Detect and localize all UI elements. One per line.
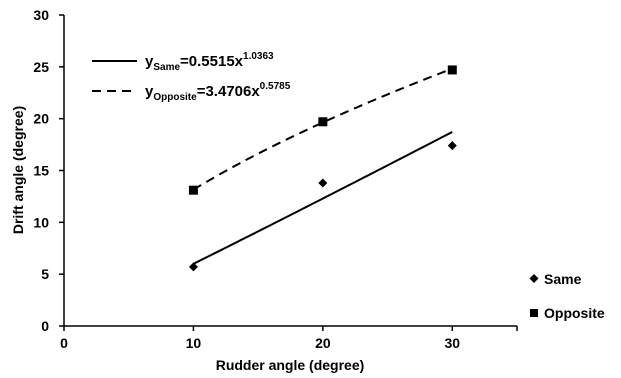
legend-marker-opposite xyxy=(530,309,538,317)
x-tick-label: 10 xyxy=(186,335,202,351)
legend-label-same: Same xyxy=(544,271,582,287)
y-tick-label: 15 xyxy=(33,163,49,179)
equation-same-body: =0.5515x xyxy=(180,53,244,70)
data-points xyxy=(188,65,457,272)
data-point-same xyxy=(447,141,457,151)
legend-marker-same xyxy=(529,274,539,283)
equation-opposite-exponent: 0.5785 xyxy=(260,81,291,92)
y-tick-label: 0 xyxy=(41,318,49,334)
equation-same-prefix: y xyxy=(145,53,154,70)
data-point-opposite xyxy=(318,117,328,127)
equation-same-subscript: Same xyxy=(153,62,180,73)
equation-opposite-prefix: y xyxy=(145,83,154,100)
y-tick-label: 30 xyxy=(33,7,49,23)
x-tick-label: 30 xyxy=(444,335,460,351)
y-tick-label: 20 xyxy=(33,111,49,127)
equation-opposite: yOpposite=3.4706x0.5785 xyxy=(145,81,291,103)
fit-line-opposite xyxy=(192,67,453,191)
y-axis-ticks: 0 5 10 15 20 25 30 xyxy=(33,7,64,334)
data-point-same xyxy=(188,262,198,272)
x-axis-title: Rudder angle (degree) xyxy=(216,357,365,373)
data-point-opposite xyxy=(447,65,457,75)
y-axis-title: Drift angle (degree) xyxy=(10,106,26,234)
legend: Same Opposite xyxy=(529,271,605,321)
equation-opposite-subscript: Opposite xyxy=(153,92,197,103)
y-tick-label: 25 xyxy=(33,59,49,75)
fit-lines xyxy=(192,67,453,265)
y-tick-label: 10 xyxy=(33,214,49,230)
y-tick-label: 5 xyxy=(41,266,49,282)
equation-same-exponent: 1.0363 xyxy=(243,51,274,62)
legend-label-opposite: Opposite xyxy=(544,305,605,321)
equation-opposite-body: =3.4706x xyxy=(197,83,261,100)
x-tick-label: 20 xyxy=(315,335,331,351)
data-point-opposite xyxy=(188,185,198,195)
equation-legend: ySame=0.5515x1.0363 yOpposite=3.4706x0.5… xyxy=(92,51,291,103)
x-tick-label: 0 xyxy=(60,335,68,351)
x-axis-ticks: 0 10 20 30 xyxy=(60,326,518,351)
data-point-same xyxy=(318,178,328,188)
equation-same: ySame=0.5515x1.0363 xyxy=(145,51,274,73)
fit-line-same xyxy=(192,131,453,265)
